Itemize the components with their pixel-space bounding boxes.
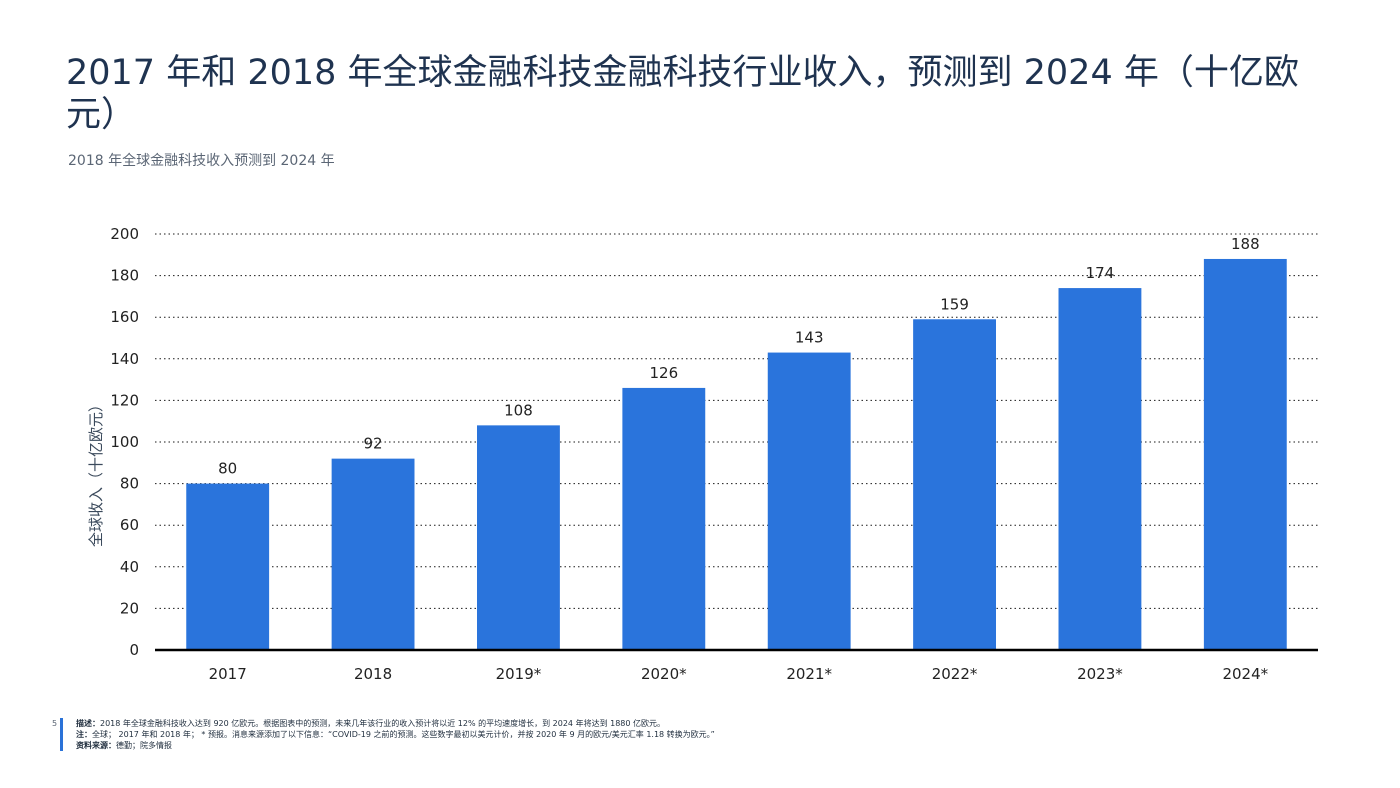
- data-label: 159: [940, 295, 969, 313]
- source-line: 资料来源：德勤；院多情报: [76, 740, 715, 751]
- data-label: 108: [504, 401, 533, 419]
- x-tick-label: 2022*: [932, 665, 978, 683]
- x-tick-label: 2019*: [496, 665, 542, 683]
- chart-subtitle: 2018 年全球金融科技收入预测到 2024 年: [68, 153, 335, 169]
- page-number: 5: [52, 719, 58, 728]
- y-tick-label: 100: [110, 433, 139, 451]
- source-label: 资料来源：: [76, 741, 116, 750]
- data-label: 143: [795, 329, 824, 347]
- y-tick-label: 0: [129, 641, 139, 659]
- source-text: 德勤；院多情报: [116, 741, 172, 750]
- data-label: 174: [1086, 264, 1115, 282]
- note-label: 注：: [76, 730, 92, 739]
- bar: [477, 425, 560, 650]
- y-tick-label: 20: [120, 599, 139, 617]
- x-axis-ticks: 2017 2018 2019* 2020* 2021* 2022* 2023* 2024*: [209, 665, 1269, 683]
- data-label: 92: [364, 435, 383, 453]
- y-tick-label: 180: [110, 267, 139, 285]
- data-label: 80: [218, 460, 237, 478]
- x-tick-label: 2021*: [786, 665, 832, 683]
- x-tick-label: 2024*: [1222, 665, 1268, 683]
- data-label: 126: [649, 364, 678, 382]
- bar: [767, 352, 851, 650]
- note-text: 全球； 2017 年和 2018 年； * 预报。消息来源添加了以下信息：“CO…: [92, 730, 715, 739]
- note-line: 注：全球； 2017 年和 2018 年； * 预报。消息来源添加了以下信息：“…: [76, 729, 715, 740]
- y-tick-label: 120: [110, 391, 139, 409]
- bars: [186, 258, 1287, 650]
- bar: [186, 483, 270, 650]
- y-axis-title: 全球收入（十亿欧元）: [87, 397, 105, 547]
- bar: [1058, 288, 1142, 650]
- footer-notes: 描述：2018 年全球金融科技收入达到 920 亿欧元。根据图表中的预测，未来几…: [76, 718, 715, 751]
- bar: [331, 458, 415, 650]
- x-tick-label: 2018: [354, 665, 392, 683]
- y-axis-ticks: 0 20 40 60 80 100 120 140 160 180 200: [110, 225, 139, 659]
- x-tick-label: 2023*: [1077, 665, 1123, 683]
- y-tick-label: 140: [110, 350, 139, 368]
- description-line: 描述：2018 年全球金融科技收入达到 920 亿欧元。根据图表中的预测，未来几…: [76, 718, 715, 729]
- chart-title: 2017 年和 2018 年全球金融科技金融科技行业收入，预测到 2024 年（…: [66, 53, 1299, 135]
- bar: [913, 319, 996, 650]
- y-tick-label: 160: [110, 308, 139, 326]
- data-labels: 80 92 108 126 143 159 174 188: [218, 235, 1259, 478]
- y-tick-label: 80: [120, 475, 139, 493]
- description-label: 描述：: [76, 719, 100, 728]
- gridlines: [155, 233, 1318, 609]
- description-text: 2018 年全球金融科技收入达到 920 亿欧元。根据图表中的预测，未来几年该行…: [100, 719, 666, 728]
- bar: [622, 387, 706, 650]
- bar-chart: 0 20 40 60 80 100 120 140 160 180 200 80 92 108 126 14…: [87, 225, 1318, 683]
- y-tick-label: 60: [120, 516, 139, 534]
- data-label: 188: [1231, 235, 1260, 253]
- bar: [1203, 258, 1287, 650]
- x-tick-label: 2020*: [641, 665, 687, 683]
- x-tick-label: 2017: [209, 665, 247, 683]
- y-tick-label: 200: [110, 225, 139, 243]
- y-tick-label: 40: [120, 558, 139, 576]
- footer-accent-bar: [60, 718, 63, 751]
